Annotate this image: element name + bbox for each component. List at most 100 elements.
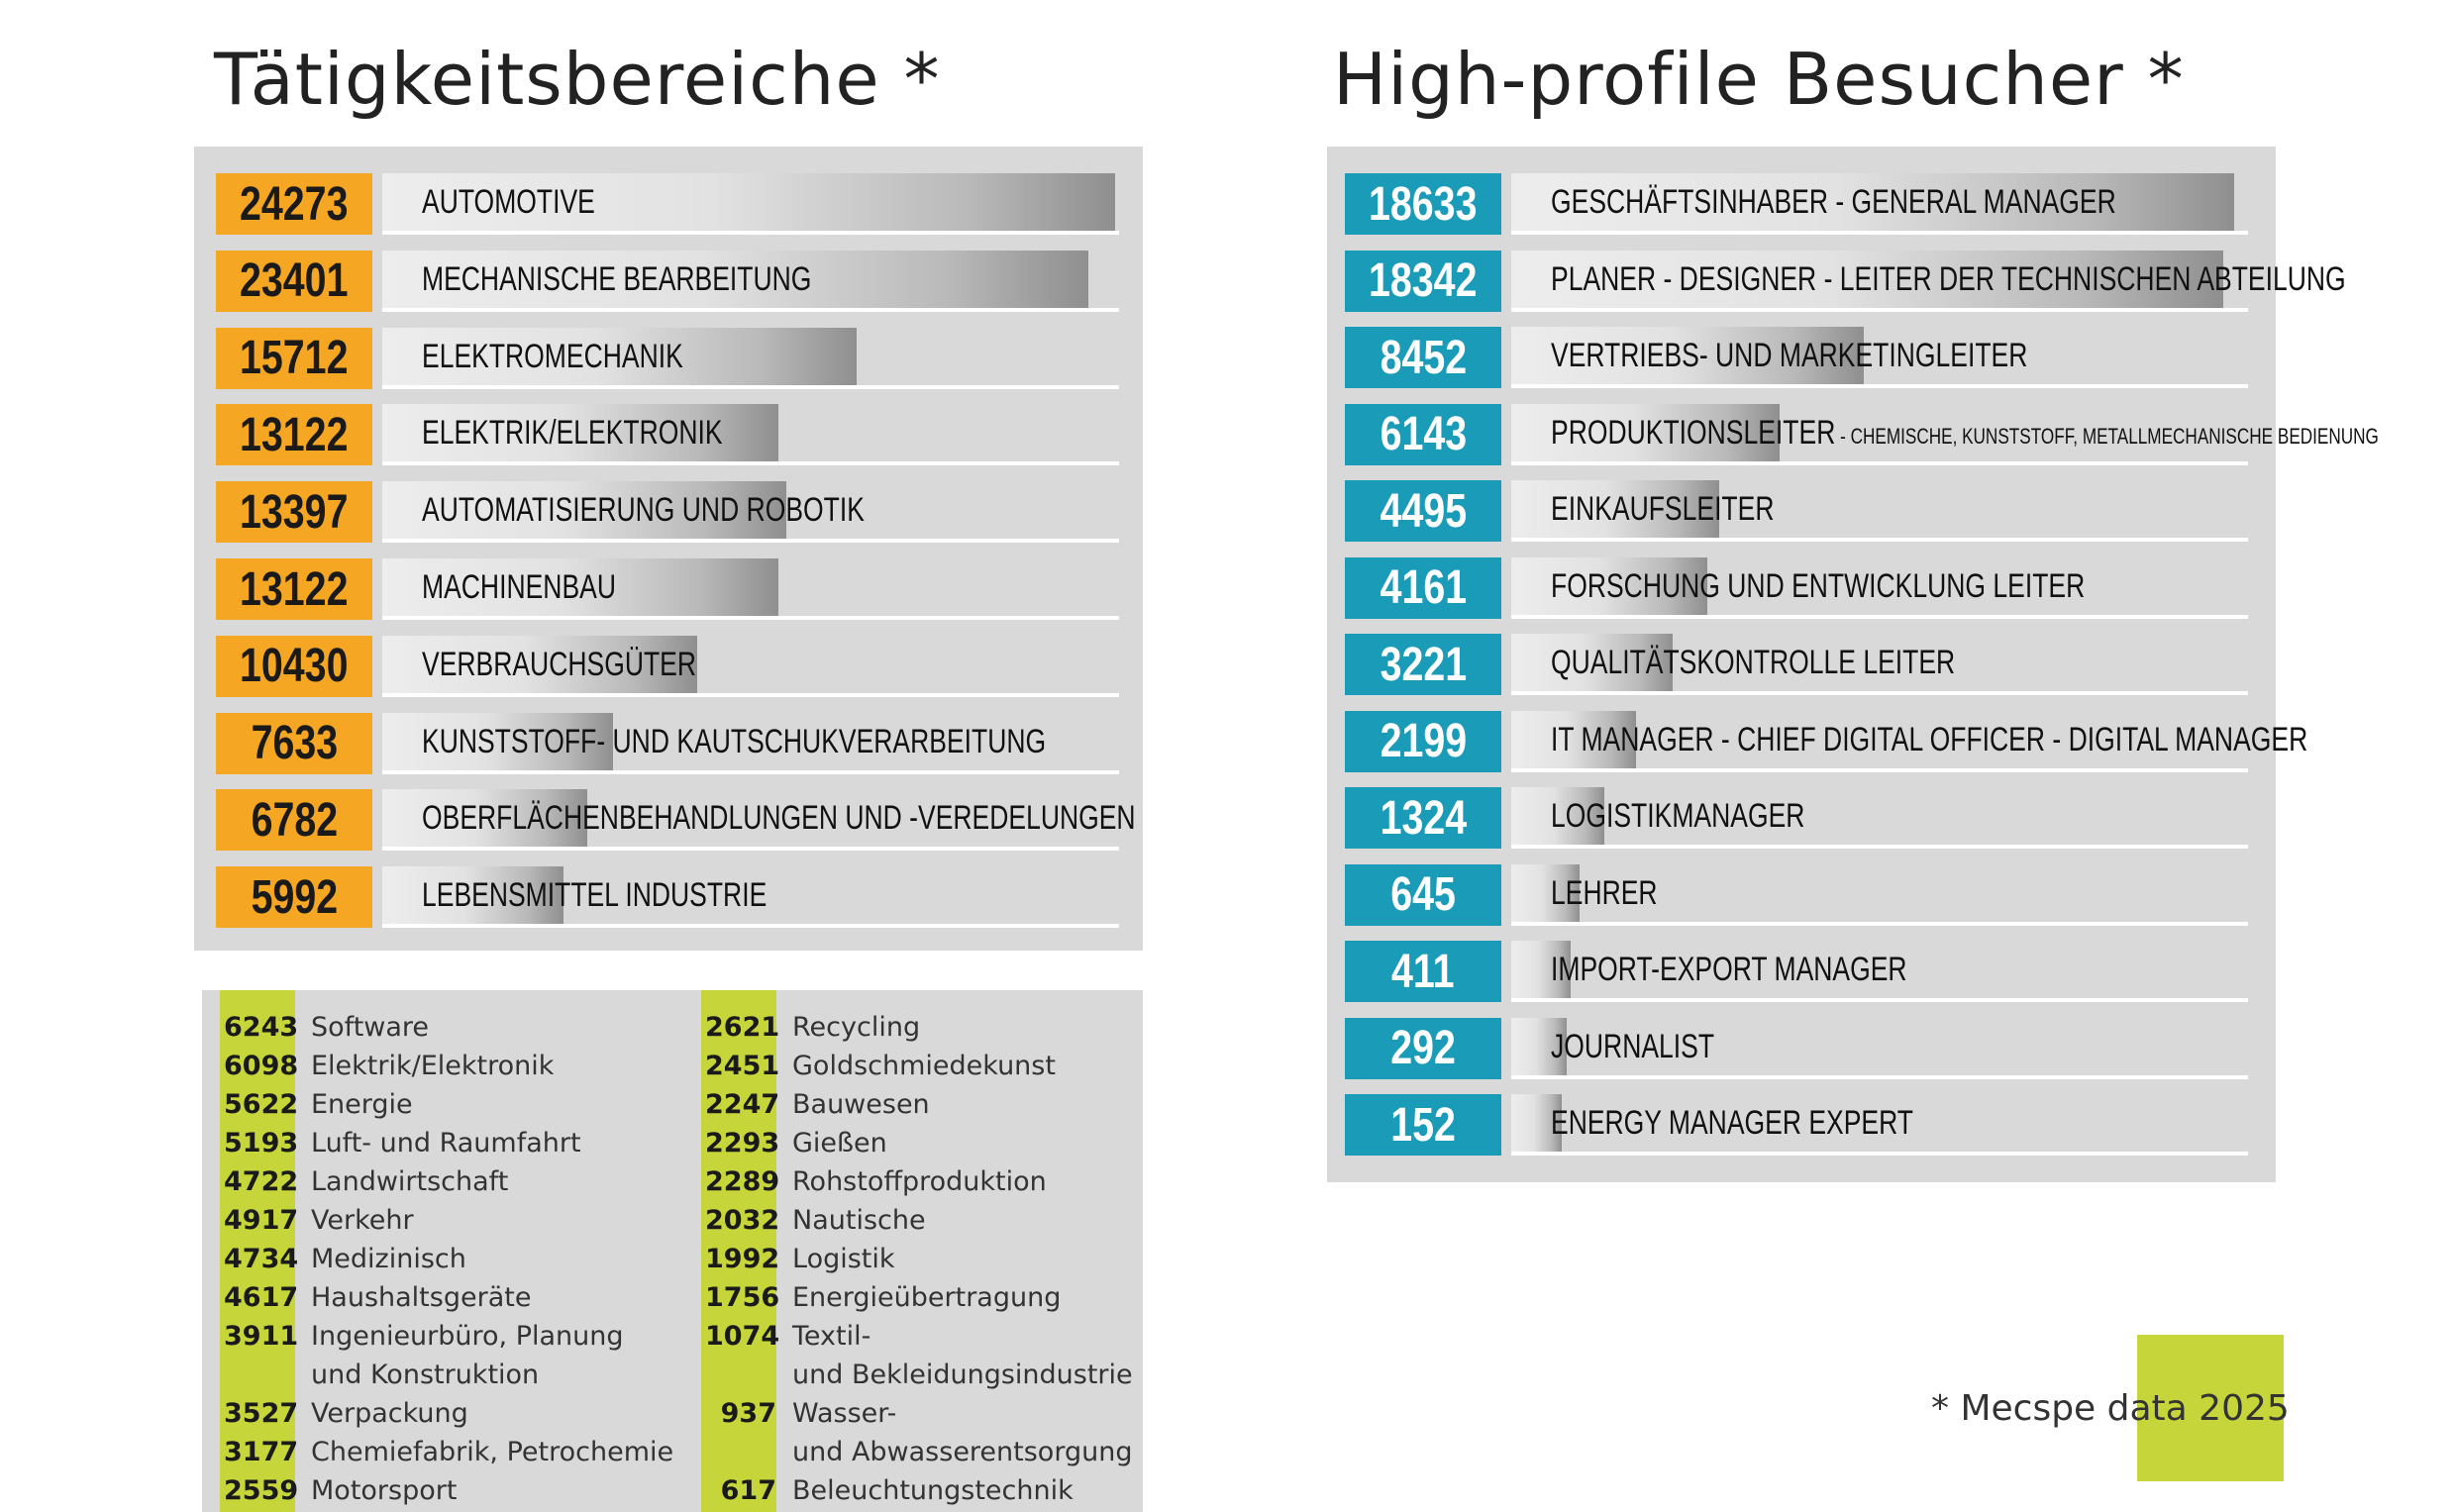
bar (382, 866, 563, 925)
list-item-label: Energie (311, 1089, 413, 1120)
list-item-label: Energieübertragung (792, 1282, 1062, 1313)
category-label-text: ELEKTROMECHANIK (422, 337, 683, 375)
category-label-text: LOGISTIKMANAGER (1551, 797, 1805, 835)
value-label: 15712 (216, 327, 372, 389)
category-label: MACHINENBAU (422, 558, 616, 616)
value-label: 411 (1345, 941, 1501, 1002)
bar-track: JOURNALIST (1511, 1017, 2248, 1079)
value-label: 5992 (216, 866, 372, 929)
bar-row: 5992 LEBENSMITTEL INDUSTRIE (216, 866, 1119, 929)
list-item-label: und Abwasserentsorgung (792, 1437, 1133, 1467)
list-item-label: Elektrik/Elektronik (311, 1051, 555, 1081)
list-item-value: 3177 (224, 1437, 299, 1467)
category-label: LOGISTIKMANAGER (1551, 787, 1804, 845)
bar-track: PLANER - DESIGNER - LEITER DER TECHNISCH… (1511, 250, 2346, 312)
list-item-label: Rohstoffproduktion (792, 1166, 1047, 1197)
bar-track: PRODUKTIONSLEITER - CHEMISCHE, KUNSTSTOF… (1511, 403, 2379, 465)
category-label: GESCHÄFTSINHABER - GENERAL MANAGER (1551, 173, 2116, 231)
list-item-value: 4917 (224, 1205, 299, 1236)
value-label: 1324 (1345, 787, 1501, 849)
bar-row: 8452 VERTRIEBS- UND MARKETINGLEITER (1345, 327, 2248, 388)
list-item-label: Medizinisch (311, 1244, 466, 1274)
list-item: 2451 Goldschmiedekunst (705, 1047, 1131, 1085)
value-label: 3221 (1345, 634, 1501, 695)
category-label-text: FORSCHUNG UND ENTWICKLUNG LEITER (1551, 566, 2086, 605)
list-item-value: 6098 (224, 1051, 299, 1081)
bar-row: 292 JOURNALIST (1345, 1017, 2248, 1079)
bar-row: 13122 ELEKTRIK/ELEKTRONIK (216, 404, 1119, 466)
list-item-label: Goldschmiedekunst (792, 1051, 1056, 1081)
list-item-label: Luft- und Raumfahrt (311, 1128, 581, 1159)
list-item: 937 Wasser-und Abwasserentsorgung (705, 1394, 1133, 1471)
bar (1511, 634, 1674, 691)
bar-track: LOGISTIKMANAGER (1511, 787, 2248, 849)
list-item-value: 2621 (705, 1012, 780, 1043)
bar-row: 411 IMPORT-EXPORT MANAGER (1345, 941, 2248, 1002)
value-label: 7633 (216, 712, 372, 774)
list-item: 3911 Ingenieurbüro, Planung und Konstrukti… (224, 1317, 650, 1394)
bar-row: 10430 VERBRAUCHSGÜTER (216, 635, 1119, 697)
list-item-value: 1074 (705, 1321, 780, 1352)
value-label: 292 (1345, 1017, 1501, 1079)
bar-track: GESCHÄFTSINHABER - GENERAL MANAGER (1511, 173, 2248, 235)
category-label: ENERGY MANAGER EXPERT (1551, 1094, 1913, 1152)
bar (1511, 941, 1572, 998)
category-sublabel: - CHEMISCHE, KUNSTSTOFF, METALLMECHANISC… (1835, 423, 2379, 449)
value-label: 645 (1345, 863, 1501, 926)
list-item-value: 3911 (224, 1321, 299, 1352)
category-label: LEHRER (1551, 864, 1658, 922)
category-label: PLANER - DESIGNER - LEITER DER TECHNISCH… (1551, 251, 2346, 308)
list-item: 6243 Software (224, 1008, 650, 1047)
list-item-label: Gießen (792, 1128, 887, 1159)
list-item-label: Recycling (792, 1012, 921, 1043)
list-item: 4917 Verkehr (224, 1201, 650, 1240)
category-label-text: OBERFLÄCHENBEHANDLUNGEN UND -VEREDELUNGE… (422, 799, 1136, 838)
bar-track: OBERFLÄCHENBEHANDLUNGEN UND -VEREDELUNGE… (382, 789, 1136, 852)
list-item: 2032 Nautische (705, 1201, 1131, 1240)
green-strip-right (701, 990, 776, 1512)
list-item-label: Software (311, 1012, 430, 1043)
bar (1511, 787, 1604, 845)
bar-track: ENERGY MANAGER EXPERT (1511, 1094, 2248, 1156)
list-item: 2289 Rohstoffproduktion (705, 1162, 1131, 1201)
category-label: EINKAUFSLEITER (1551, 480, 1774, 538)
bar (1511, 480, 1720, 538)
bar-track: LEBENSMITTEL INDUSTRIE (382, 866, 1119, 929)
category-label: AUTOMOTIVE (422, 173, 595, 231)
bar-row: 18342 PLANER - DESIGNER - LEITER DER TECH… (1345, 250, 2346, 312)
bar (382, 404, 779, 462)
value-label: 2199 (1345, 710, 1501, 772)
bar-row: 4495 EINKAUFSLEITER (1345, 480, 2248, 542)
list-item-value: 5622 (224, 1089, 299, 1120)
bar (382, 481, 787, 540)
category-label-text: JOURNALIST (1551, 1027, 1715, 1065)
list-item: 5193 Luft- und Raumfahrt (224, 1124, 650, 1162)
right-title: High-profile Besucher * (1333, 38, 2185, 121)
category-label: ELEKTRIK/ELEKTRONIK (422, 404, 723, 461)
bar-row: 18633 GESCHÄFTSINHABER - GENERAL MANAGER (1345, 173, 2248, 235)
list-item-label: Textil- (792, 1321, 871, 1352)
list-item-label: Beleuchtungstechnik (792, 1475, 1074, 1506)
bar (1511, 710, 1636, 768)
list-item-value: 4722 (224, 1166, 299, 1197)
bar (1511, 556, 1707, 615)
category-label-text: PRODUKTIONSLEITER (1551, 413, 1836, 452)
category-label-text: ELEKTRIK/ELEKTRONIK (422, 414, 723, 453)
list-item-value: 2451 (705, 1051, 780, 1081)
bar-track: ELEKTROMECHANIK (382, 327, 1119, 389)
category-label-text: PLANER - DESIGNER - LEITER DER TECHNISCH… (1551, 259, 2346, 298)
bar-row: 13397 AUTOMATISIERUNG UND ROBOTIK (216, 481, 1119, 544)
bar-row: 23401 MECHANISCHE BEARBEITUNG (216, 250, 1119, 312)
category-label-text: KUNSTSTOFF- UND KAUTSCHUKVERARBEITUNG (422, 722, 1047, 760)
list-item-value: 4734 (224, 1244, 299, 1274)
list-item-label: Motorsport (311, 1475, 458, 1506)
value-label: 8452 (1345, 327, 1501, 388)
bar (1511, 1017, 1567, 1075)
list-item-value: 4617 (224, 1282, 299, 1313)
bar (1511, 403, 1780, 461)
list-item: 1756 Energieübertragung (705, 1278, 1131, 1317)
bar-row: 645 LEHRER (1345, 863, 2248, 926)
list-item-value: 617 (720, 1475, 776, 1506)
bar-track: LEHRER (1511, 863, 2248, 926)
bar (382, 327, 857, 385)
